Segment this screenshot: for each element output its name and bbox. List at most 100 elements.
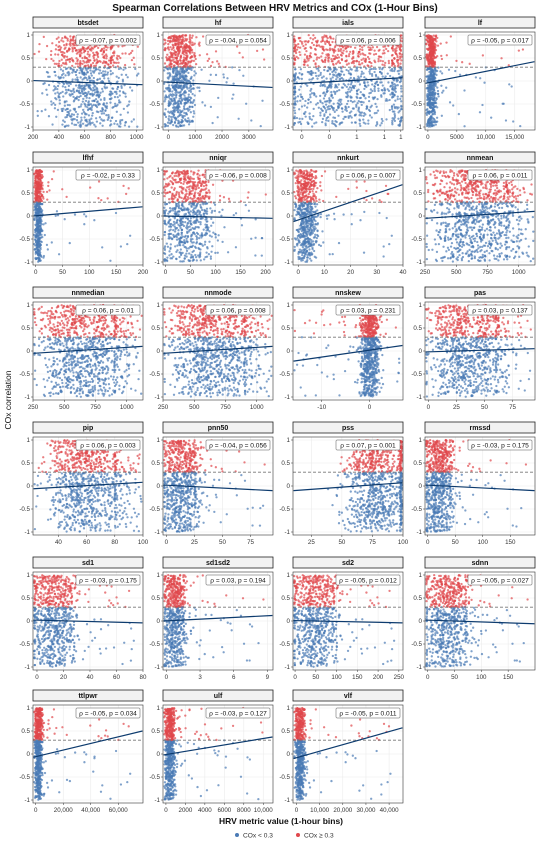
data-point	[191, 250, 194, 254]
data-point	[298, 46, 302, 49]
data-point	[172, 84, 175, 87]
data-point	[347, 88, 350, 91]
data-point	[312, 59, 315, 63]
data-point	[61, 109, 64, 113]
data-point	[310, 118, 313, 121]
data-point	[320, 40, 323, 43]
data-point	[431, 39, 435, 42]
data-point	[211, 209, 214, 213]
data-point	[163, 206, 166, 209]
data-point	[343, 84, 347, 87]
data-point	[130, 89, 134, 92]
data-point	[169, 243, 172, 246]
data-point	[376, 97, 379, 101]
data-point	[90, 117, 93, 120]
data-point	[355, 67, 358, 70]
data-point	[350, 96, 353, 99]
data-point	[183, 70, 186, 73]
data-point	[91, 104, 94, 108]
data-point	[206, 59, 209, 63]
data-point	[351, 100, 354, 104]
data-point	[35, 202, 39, 206]
data-point	[339, 77, 342, 80]
data-point	[331, 76, 334, 79]
data-point	[99, 60, 102, 63]
data-point	[381, 75, 384, 78]
x-tick-label: 0	[34, 269, 38, 276]
data-point	[83, 57, 87, 60]
data-point	[312, 43, 315, 47]
data-point	[70, 113, 74, 116]
data-point	[46, 93, 49, 96]
data-point	[105, 102, 108, 105]
data-point	[359, 112, 362, 115]
y-tick-label: 0	[27, 78, 31, 85]
y-tick-label: -0.5	[149, 101, 160, 108]
data-point	[62, 72, 65, 75]
data-point	[429, 73, 433, 76]
data-point	[221, 240, 224, 244]
data-point	[391, 53, 394, 57]
data-point	[45, 88, 48, 91]
data-point	[319, 111, 322, 114]
data-point	[394, 99, 397, 102]
data-point	[367, 84, 370, 87]
data-point	[63, 104, 66, 107]
data-point	[324, 56, 327, 59]
data-point	[367, 122, 370, 125]
data-point	[296, 46, 300, 49]
data-point	[169, 180, 172, 183]
data-point	[262, 58, 266, 61]
data-point	[330, 94, 333, 98]
x-tick-label: 5000	[450, 134, 464, 141]
data-point	[428, 124, 432, 127]
data-point	[180, 196, 183, 200]
data-point	[376, 109, 380, 112]
data-point	[306, 106, 309, 109]
data-point	[427, 95, 430, 99]
data-point	[47, 83, 51, 87]
data-point	[213, 203, 217, 206]
data-point	[98, 77, 102, 80]
data-point	[322, 97, 326, 100]
data-point	[431, 109, 434, 113]
data-point	[341, 70, 344, 73]
data-point	[400, 105, 403, 108]
data-point	[366, 55, 370, 59]
data-point	[218, 210, 221, 214]
data-point	[206, 220, 209, 223]
data-point	[188, 105, 192, 108]
data-point	[259, 124, 262, 128]
data-point	[187, 71, 190, 74]
data-point	[294, 72, 298, 75]
data-point	[115, 92, 118, 95]
data-point	[186, 120, 189, 123]
data-point	[132, 118, 135, 121]
data-point	[316, 77, 319, 80]
data-point	[65, 55, 69, 58]
data-point	[218, 194, 222, 198]
data-point	[194, 72, 198, 75]
data-point	[84, 118, 87, 122]
data-point	[50, 177, 54, 181]
data-point	[97, 180, 101, 183]
data-point	[207, 57, 211, 60]
data-point	[360, 73, 363, 76]
data-point	[65, 195, 68, 198]
data-point	[350, 116, 353, 119]
y-tick-label: 0	[419, 78, 423, 85]
data-point	[190, 97, 193, 100]
data-point	[45, 57, 48, 61]
data-point	[500, 57, 503, 60]
data-point	[188, 252, 191, 255]
data-point	[65, 100, 68, 103]
data-point	[364, 67, 368, 70]
data-point	[293, 74, 296, 77]
data-point	[389, 93, 392, 96]
data-point	[64, 74, 67, 77]
data-point	[104, 45, 108, 49]
data-point	[166, 245, 170, 248]
data-point	[331, 70, 334, 74]
data-point	[352, 55, 355, 58]
data-point	[117, 76, 120, 80]
